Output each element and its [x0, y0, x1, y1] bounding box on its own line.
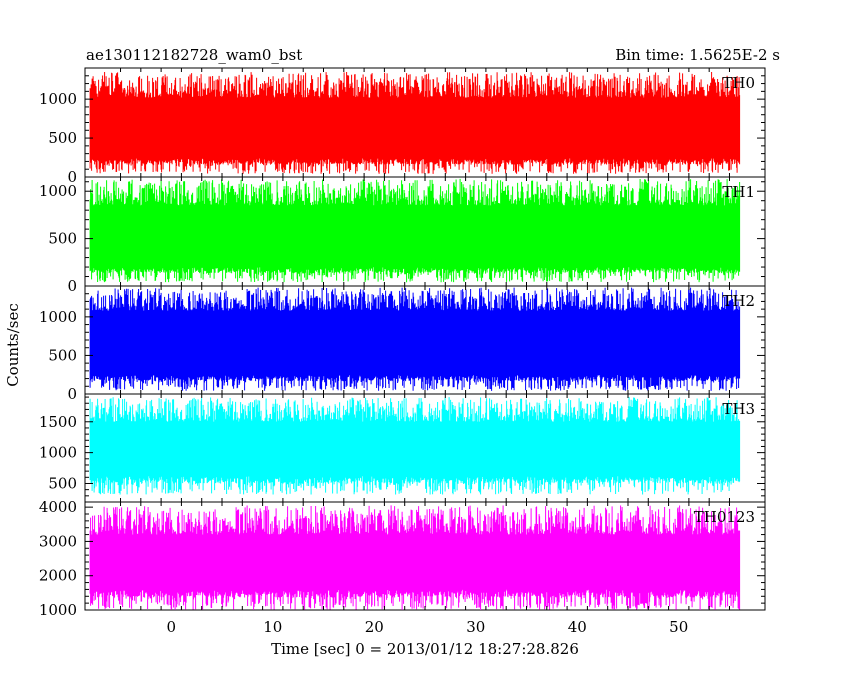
- y-tick-label: 500: [48, 129, 77, 147]
- y-tick-label: 1000: [39, 182, 77, 200]
- y-tick-label: 2000: [39, 567, 77, 585]
- series-core-th0123: [90, 534, 740, 590]
- y-tick-label: 1000: [39, 601, 77, 619]
- y-axis-label: Counts/sec: [4, 303, 22, 387]
- series-core-th3: [90, 421, 740, 477]
- y-tick-label: 500: [48, 230, 77, 248]
- panel-th3: 500 1000 1500 TH3: [39, 393, 766, 503]
- bin-time-label: Bin time: 1.5625E-2 s: [615, 46, 780, 64]
- panels-group: 0 500 1000 TH0 0 500 1000 TH1 0 500 1000 TH2 500 1000…: [39, 67, 766, 619]
- series-core-th1: [90, 205, 740, 268]
- panel-th0123: 1000 2000 3000 4000 TH0123: [39, 498, 766, 619]
- y-tick-label: 0: [67, 385, 77, 403]
- y-tick-label: 500: [48, 474, 77, 492]
- y-tick-label: 1000: [39, 308, 77, 326]
- panel-name: TH1: [722, 183, 755, 201]
- panel-th0: 0 500 1000 TH0: [39, 67, 766, 186]
- panel-name: TH0: [722, 74, 755, 92]
- y-tick-label: 3000: [39, 532, 77, 550]
- panel-th2: 0 500 1000 TH2: [39, 285, 766, 403]
- panel-name: TH0123: [694, 508, 755, 526]
- x-tick-label: 20: [365, 618, 384, 636]
- y-tick-label: 4000: [39, 498, 77, 516]
- x-tick-label: 30: [466, 618, 485, 636]
- y-tick-label: 500: [48, 346, 77, 364]
- figure-title: ae130112182728_wam0_bst: [86, 46, 302, 64]
- x-tick-label: 10: [263, 618, 282, 636]
- x-axis-label: Time [sec] 0 = 2013/01/12 18:27:28.826: [271, 640, 579, 658]
- x-tick-label: 40: [568, 618, 587, 636]
- panel-name: TH2: [722, 292, 755, 310]
- series-core-th0: [90, 97, 740, 159]
- panel-name: TH3: [722, 400, 755, 418]
- x-tick-label: 0: [166, 618, 176, 636]
- y-tick-label: 1500: [39, 413, 77, 431]
- y-tick-label: 0: [67, 168, 77, 186]
- y-tick-label: 0: [67, 277, 77, 295]
- y-tick-label: 1000: [39, 90, 77, 108]
- series-core-th2: [90, 310, 740, 375]
- y-tick-label: 1000: [39, 444, 77, 462]
- x-tick-label: 50: [669, 618, 688, 636]
- x-axis-ticks: 0 10 20 30 40 50: [166, 618, 688, 636]
- panel-th1: 0 500 1000 TH1: [39, 176, 766, 295]
